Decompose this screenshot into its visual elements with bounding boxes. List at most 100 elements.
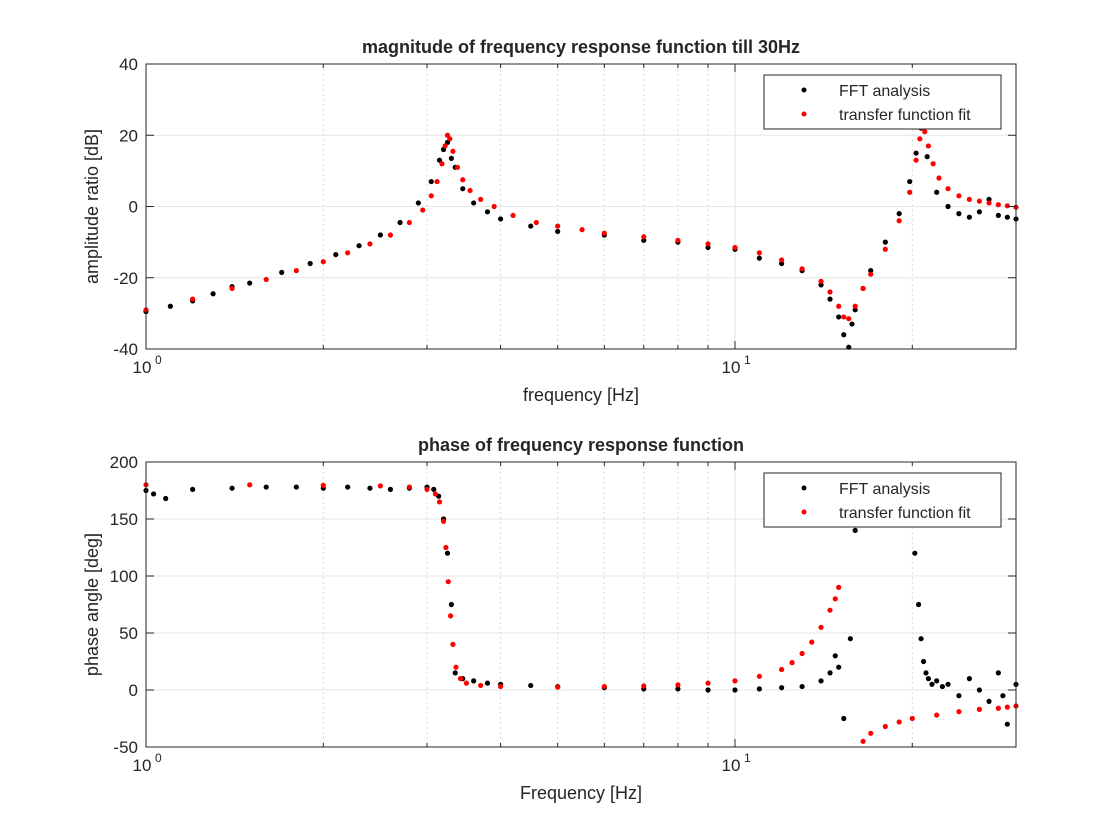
fit-data-point (818, 624, 824, 630)
fft-data-point (976, 687, 982, 693)
y-tick-label: 100 (110, 567, 138, 586)
fit-data-point (460, 177, 466, 183)
fft-data-point (916, 601, 922, 608)
fit-data-point (836, 303, 842, 309)
fft-data-point (995, 670, 1001, 676)
fit-data-point (440, 518, 447, 524)
fft-data-point (705, 244, 711, 251)
fft-data-point (263, 484, 269, 490)
fit-data-point (818, 278, 824, 284)
fit-data-point (491, 203, 497, 210)
fft-data-point (190, 486, 196, 492)
fit-data-point (732, 678, 738, 684)
fit-data-point (443, 544, 449, 551)
fft-data-point (431, 486, 437, 492)
fit-data-point (846, 316, 852, 322)
fft-data-point (210, 291, 216, 297)
fit-data-point (448, 613, 454, 619)
fit-data-point (860, 738, 866, 744)
fft-data-point (868, 268, 874, 274)
y-tick-label: 50 (119, 624, 138, 643)
x-tick-label: 10 (722, 756, 741, 775)
fit-data-point (756, 250, 762, 256)
fft-data-point (528, 223, 534, 229)
fft-data-point (896, 211, 902, 217)
magnitude-markers (143, 125, 1019, 350)
magnitude-title: magnitude of frequency response function… (362, 37, 800, 57)
fit-data-point (293, 268, 299, 274)
fft-data-point (356, 243, 362, 249)
fft-data-point (779, 685, 785, 691)
phase-title: phase of frequency response function (418, 435, 744, 455)
fft-data-point (920, 658, 927, 665)
fit-data-point (896, 218, 902, 224)
legend-label-fit: transfer function fit (839, 505, 971, 522)
fit-data-point (868, 730, 874, 736)
fit-data-point (1004, 704, 1010, 710)
x-tick-exponent: 0 (155, 751, 162, 765)
fft-data-point (293, 484, 299, 490)
fit-data-point (945, 186, 951, 192)
fft-data-point (1000, 693, 1006, 699)
fit-data-point (263, 276, 269, 283)
fft-data-point (484, 680, 491, 686)
fft-data-point (641, 237, 647, 243)
fit-data-point (478, 196, 484, 202)
fit-data-point (705, 241, 711, 247)
fit-data-point (454, 164, 461, 170)
fft-data-point (912, 550, 918, 556)
fft-data-point (397, 219, 403, 226)
fit-data-point (976, 706, 982, 712)
fit-data-point (387, 232, 394, 238)
y-tick-label: -20 (113, 269, 138, 288)
fft-data-point (498, 216, 504, 222)
y-tick-label: 150 (110, 510, 138, 529)
y-tick-label: 0 (129, 198, 138, 217)
magnitude-x-label: frequency [Hz] (523, 385, 639, 405)
fft-data-point (847, 636, 853, 642)
fit-data-point (896, 719, 902, 725)
fit-data-point (836, 584, 842, 591)
fit-data-point (424, 486, 430, 492)
fft-data-point (387, 486, 394, 492)
fit-data-point (406, 219, 412, 226)
y-tick-label: 200 (110, 453, 138, 472)
fft-data-point (966, 676, 972, 682)
fft-data-point (279, 269, 285, 276)
fit-data-point (579, 227, 585, 233)
fft-data-point (918, 636, 924, 642)
fit-data-point (1004, 203, 1010, 209)
fit-data-point (190, 296, 196, 302)
fit-data-point (453, 664, 459, 670)
phase-axes-box (145, 461, 1017, 748)
fft-data-point (852, 307, 858, 313)
phase-x-label: Frequency [Hz] (520, 783, 642, 803)
fit-data-point (799, 650, 805, 657)
fft-data-point (956, 211, 962, 217)
fft-data-point (818, 282, 824, 288)
fit-data-point (868, 271, 874, 277)
fit-data-point (555, 223, 561, 229)
fft-data-point (925, 676, 931, 682)
fit-data-point (925, 143, 931, 149)
fit-data-point (956, 709, 962, 715)
fit-data-point (966, 196, 972, 202)
fit-data-point (986, 200, 992, 206)
x-tick-label: 10 (133, 756, 152, 775)
fft-data-point (849, 321, 855, 327)
fit-data-point (229, 285, 235, 292)
fit-data-point (789, 660, 795, 666)
fit-data-point (457, 676, 464, 682)
fit-data-point (995, 202, 1001, 208)
fft-data-point (832, 653, 838, 659)
fft-data-point (471, 678, 477, 684)
fft-data-point (934, 678, 940, 684)
fft-data-point (428, 178, 434, 185)
fft-data-point (995, 212, 1001, 219)
fit-data-point (420, 207, 426, 213)
fft-data-point (756, 686, 762, 692)
fit-data-point (907, 189, 913, 195)
phase-legend: FFT analysis transfer function fit (763, 472, 1002, 528)
fit-data-point (641, 683, 647, 689)
